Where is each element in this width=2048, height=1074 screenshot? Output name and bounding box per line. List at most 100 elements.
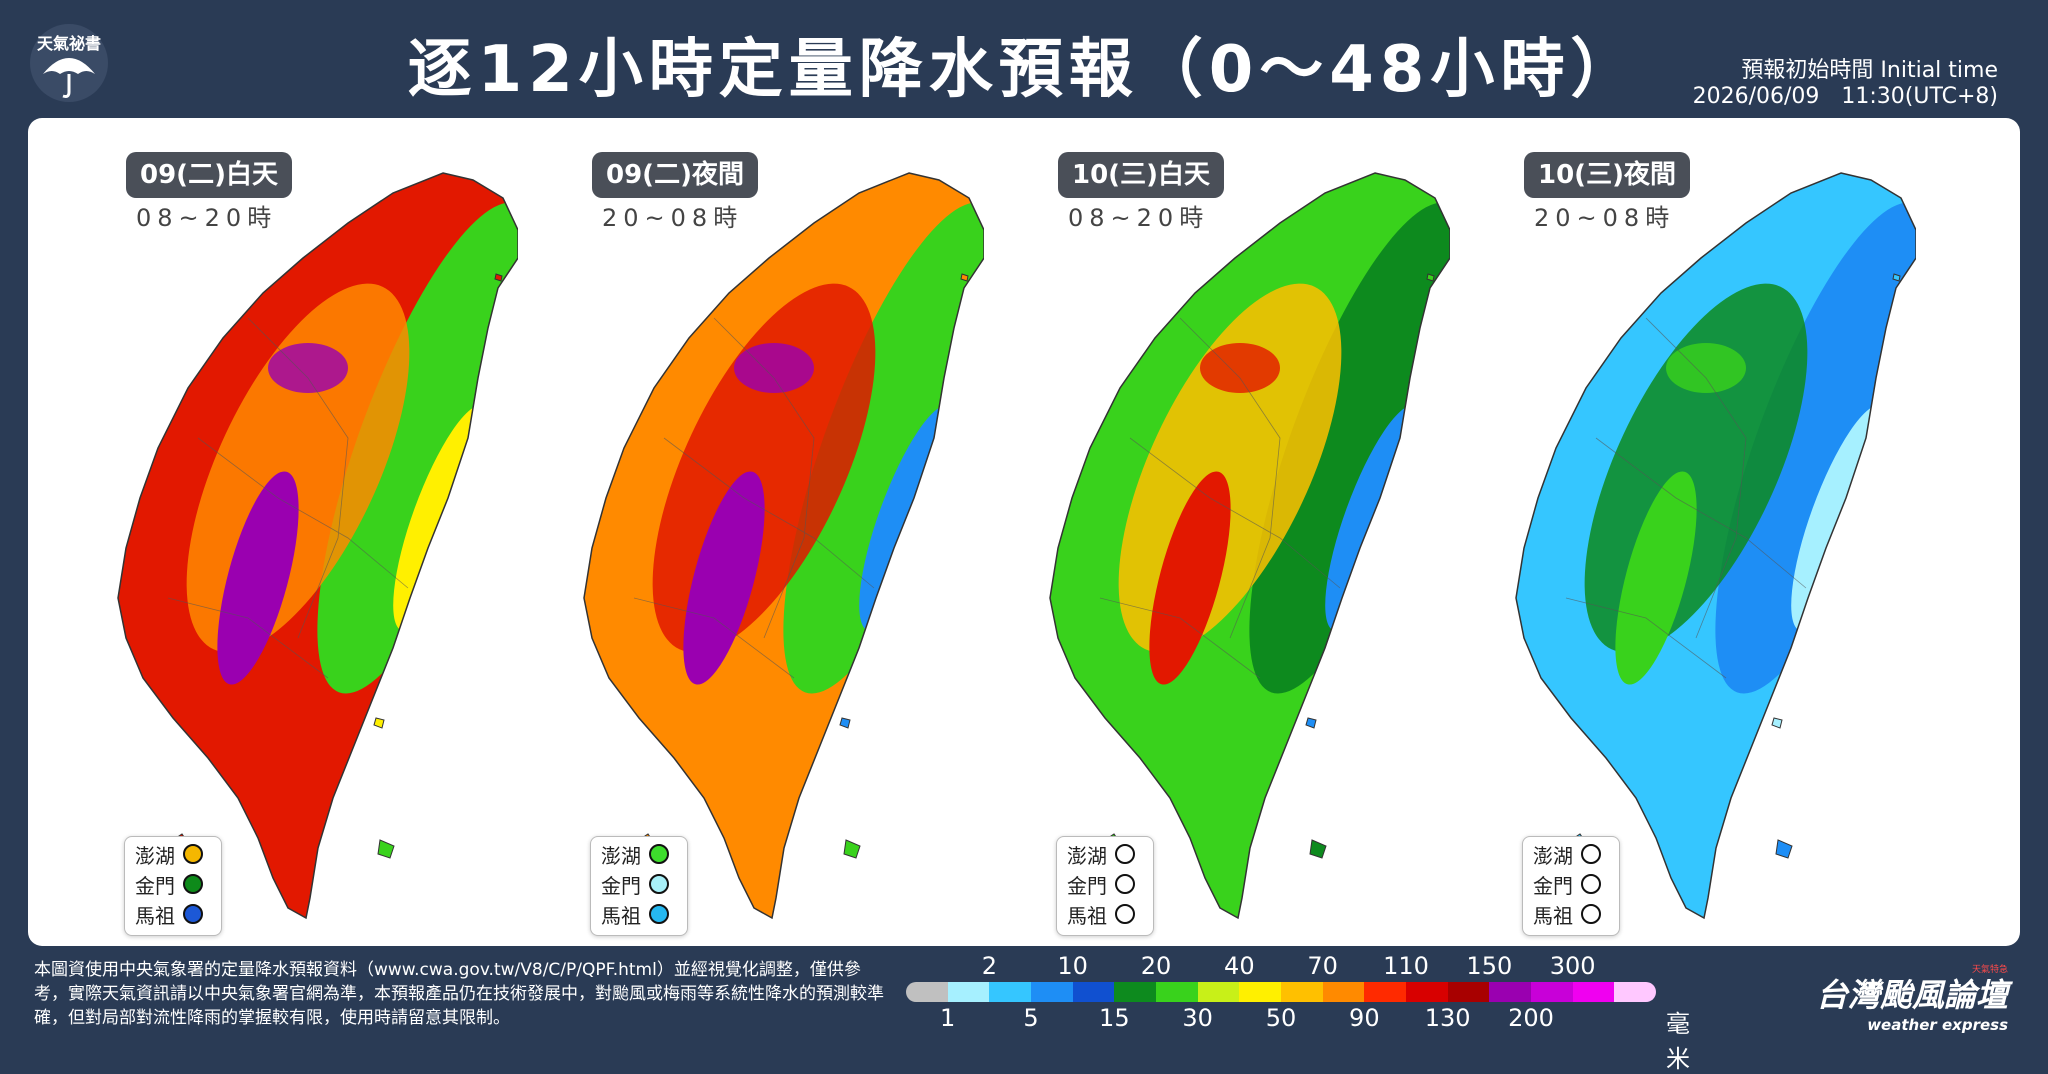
hours-label: 08~20時 xyxy=(1068,204,1210,232)
legend-swatch xyxy=(1281,982,1323,1002)
county-boundaries xyxy=(633,317,875,679)
legend-bottom-labels: 1 5 15 30 50 90 130 200 xyxy=(906,1004,1666,1032)
map-panel-3: 10(三)白天 08~20時 澎湖 金門 馬祖 xyxy=(980,118,1450,946)
rainfall-map xyxy=(1515,172,1916,920)
legend-label: 110 xyxy=(1383,952,1429,980)
logo-text: 天氣祕書 xyxy=(36,34,101,53)
legend-label: 5 xyxy=(1023,1004,1039,1032)
matsu-label: 馬祖 xyxy=(1533,903,1573,928)
legend-top-labels: 2 10 20 40 70 110 150 300 xyxy=(906,952,1666,980)
legend-color-bar xyxy=(906,982,1657,1002)
page-title: 逐12小時定量降水預報（0～48小時） xyxy=(407,33,1641,107)
rain-zone-max xyxy=(217,471,299,685)
county-boundaries xyxy=(167,317,409,679)
green-island xyxy=(1305,717,1317,729)
kinmen-label: 金門 xyxy=(1533,873,1573,898)
penghu-label: 澎湖 xyxy=(601,843,641,868)
rain-zone-east xyxy=(317,202,518,694)
rain-zone-max xyxy=(1149,471,1231,685)
matsu-label: 馬祖 xyxy=(601,903,641,928)
turtle-island xyxy=(1892,273,1901,282)
legend-label: 10 xyxy=(1057,952,1088,980)
hours-label: 20~08時 xyxy=(1534,204,1676,232)
turtle-island xyxy=(960,273,969,282)
rain-zone-east xyxy=(783,202,984,694)
rain-zone-max-north xyxy=(1666,343,1746,393)
outlying-islands-legend: 澎湖 金門 馬祖 xyxy=(124,836,222,936)
orchid-island xyxy=(1309,839,1327,859)
initial-time-label: 預報初始時間 Initial time xyxy=(1741,58,1998,83)
brand-name: 台灣颱風論壇 xyxy=(1815,976,2008,1014)
legend-swatch xyxy=(1531,982,1573,1002)
turtle-island xyxy=(1426,273,1435,282)
rain-zone-max-north xyxy=(268,343,348,393)
brand-tag: 天氣特急 xyxy=(1971,965,2008,975)
legend-swatch xyxy=(1406,982,1448,1002)
rain-zone-max xyxy=(1615,471,1697,685)
kinmen-dot xyxy=(649,874,669,894)
legend-swatch xyxy=(989,982,1032,1002)
legend-label: 20 xyxy=(1140,952,1172,980)
legend-label: 70 xyxy=(1307,952,1338,980)
period-label: 09(二)白天 xyxy=(126,152,292,198)
initial-time: 預報初始時間 Initial time 2026/06/09 11:30(UTC… xyxy=(1693,58,1998,110)
kinmen-label: 金門 xyxy=(135,873,175,898)
green-island xyxy=(1771,717,1783,729)
legend-label: 30 xyxy=(1182,1004,1213,1032)
legend-label: 200 xyxy=(1508,1004,1554,1032)
penghu-dot xyxy=(1115,844,1135,864)
orchid-island xyxy=(1775,839,1793,859)
orchid-island xyxy=(377,839,395,859)
matsu-label: 馬祖 xyxy=(1067,903,1107,928)
period-label: 10(三)夜間 xyxy=(1524,152,1690,198)
legend-swatch xyxy=(1156,982,1198,1002)
penghu-dot xyxy=(649,844,669,864)
legend-label: 15 xyxy=(1099,1004,1130,1032)
period-label: 09(二)夜間 xyxy=(592,152,758,198)
kinmen-dot xyxy=(183,874,203,894)
legend-swatch xyxy=(1447,982,1490,1002)
legend-swatch xyxy=(1572,982,1615,1002)
penghu-label: 澎湖 xyxy=(1533,843,1573,868)
rain-zone-max xyxy=(683,471,765,685)
rain-zone-east xyxy=(1249,202,1450,694)
legend-swatch xyxy=(1364,982,1407,1002)
map-panel-2: 09(二)夜間 20~08時 澎湖 金門 馬祖 xyxy=(514,118,984,946)
legend-swatch xyxy=(1031,982,1073,1002)
county-boundaries xyxy=(1565,317,1807,679)
penghu-dot xyxy=(1581,844,1601,864)
taiwan-outline xyxy=(583,172,984,920)
matsu-dot xyxy=(183,904,203,924)
initial-time-value: 2026/06/09 11:30(UTC+8) xyxy=(1692,84,1998,109)
kinmen-dot xyxy=(1581,874,1601,894)
matsu-dot xyxy=(649,904,669,924)
brand-logo: 天氣特急 台灣颱風論壇 weather express xyxy=(1815,965,2008,1034)
rainfall-color-legend: 2 10 20 40 70 110 150 300 1 5 15 30 50 90 130 200 毫米 xyxy=(906,952,1706,1073)
kinmen-label: 金門 xyxy=(601,873,641,898)
legend-label: 40 xyxy=(1224,952,1255,980)
legend-swatch xyxy=(1114,982,1157,1002)
legend-label: 1 xyxy=(940,1004,956,1032)
rainfall-map xyxy=(1049,172,1450,920)
legend-swatch xyxy=(1614,982,1657,1002)
legend-swatch xyxy=(1322,982,1365,1002)
rain-zone-east xyxy=(1715,202,1916,694)
legend-swatch xyxy=(906,982,948,1002)
kinmen-dot xyxy=(1115,874,1135,894)
green-island xyxy=(839,717,851,729)
legend-label: 90 xyxy=(1349,1004,1380,1032)
legend-swatch xyxy=(1489,982,1532,1002)
legend-swatch xyxy=(1197,982,1240,1002)
legend-swatch xyxy=(1072,982,1115,1002)
outlying-islands-legend: 澎湖 金門 馬祖 xyxy=(590,836,688,936)
umbrella-logo: 天氣祕書 xyxy=(28,22,110,104)
orchid-island xyxy=(843,839,861,859)
map-panel-4: 10(三)夜間 20~08時 澎湖 金門 馬祖 xyxy=(1446,118,1916,946)
matsu-dot xyxy=(1115,904,1135,924)
hours-label: 20~08時 xyxy=(602,204,744,232)
penghu-dot xyxy=(183,844,203,864)
umbrella-icon xyxy=(30,24,108,102)
legend-label: 150 xyxy=(1466,952,1513,980)
rain-zone-max-north xyxy=(734,343,814,393)
kinmen-label: 金門 xyxy=(1067,873,1107,898)
